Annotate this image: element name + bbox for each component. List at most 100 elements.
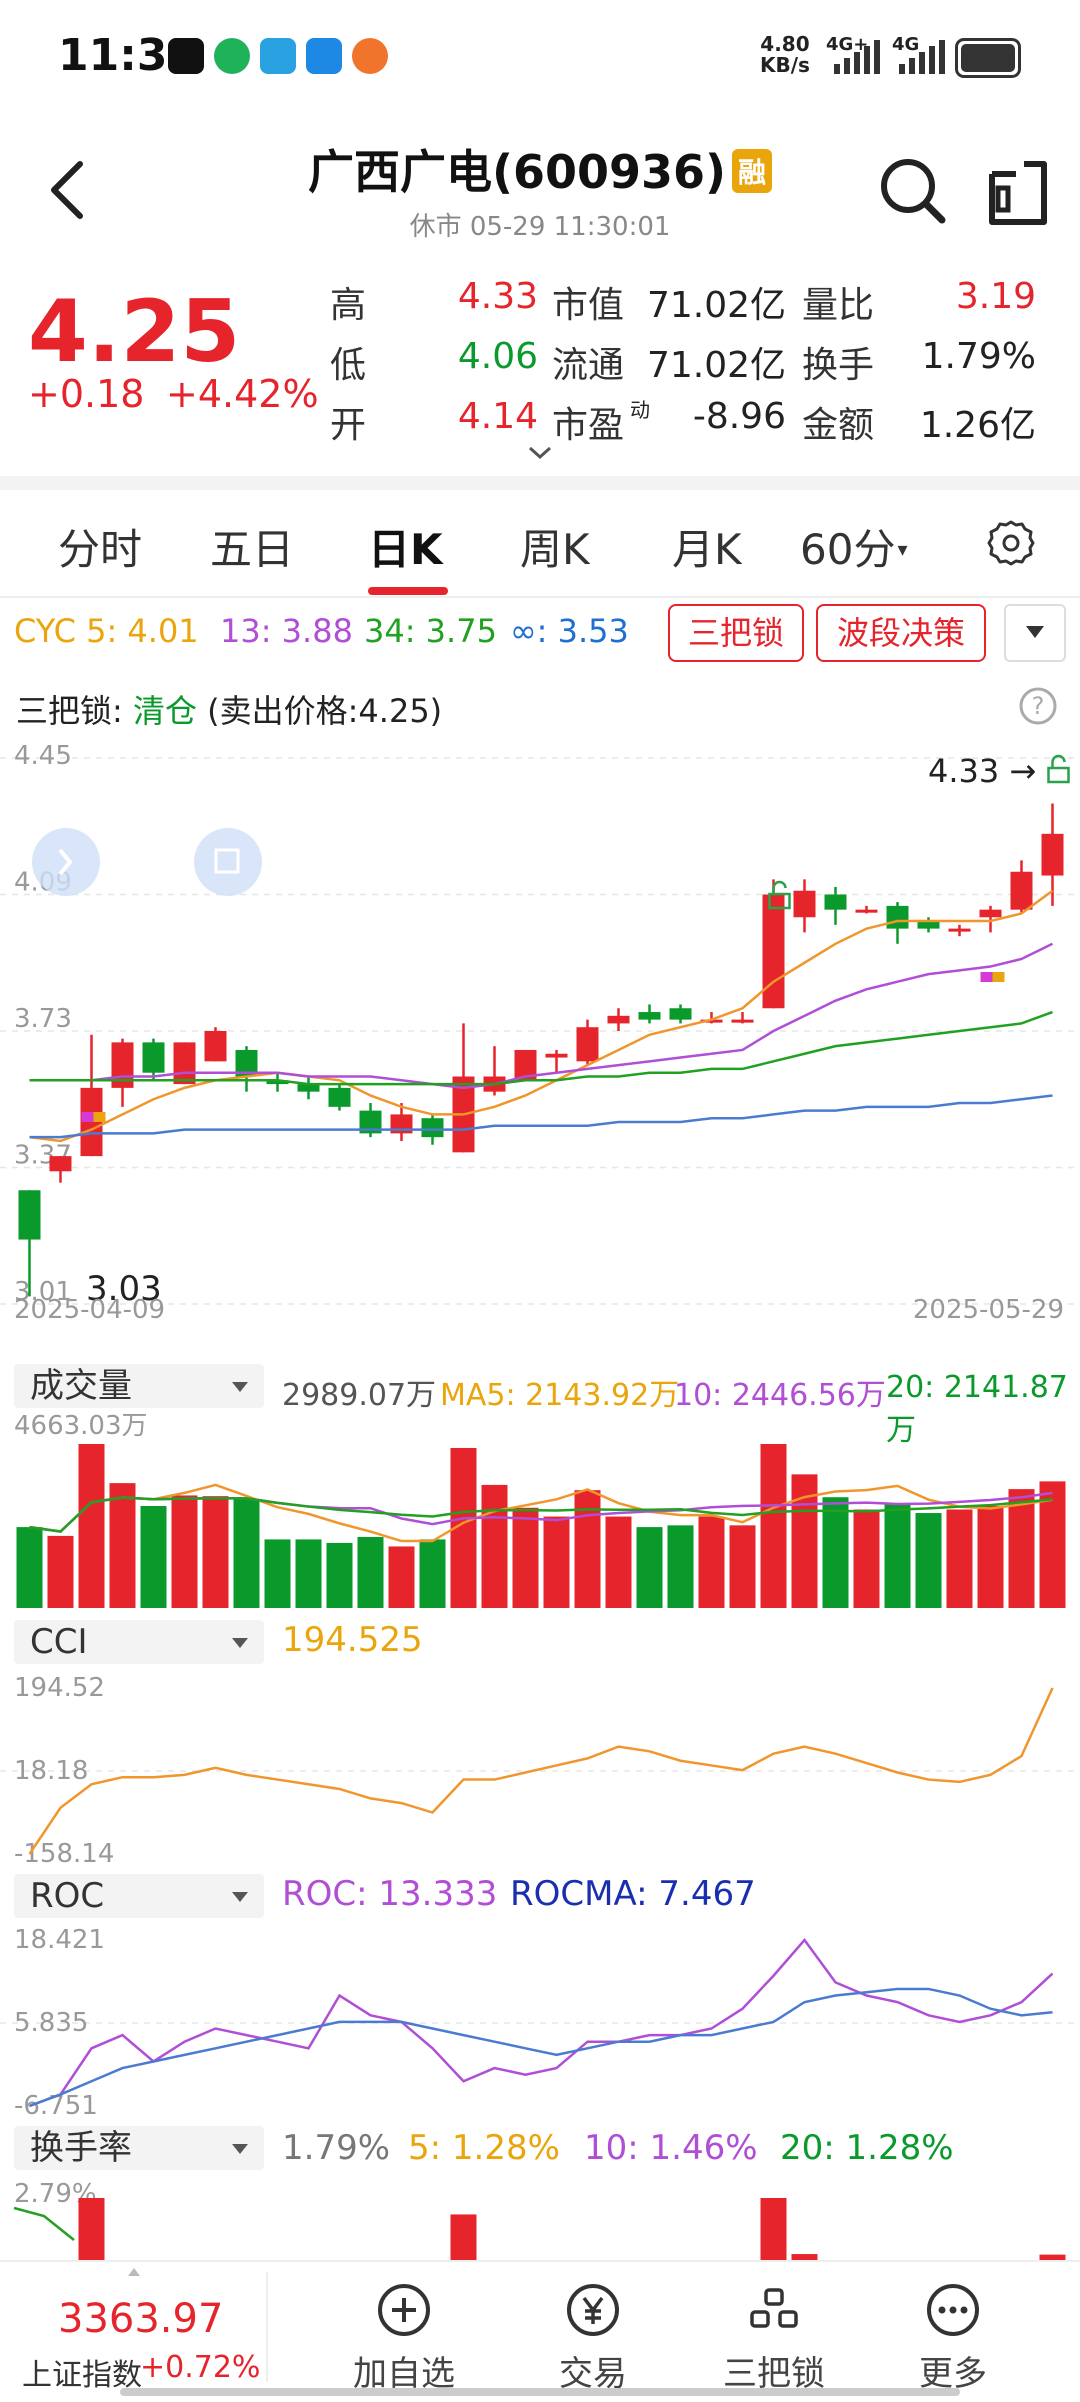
candle-body [700,1019,723,1023]
candle-body [18,1190,41,1240]
margin-badge: 融 [732,149,773,193]
y-tick-label: 194.52 [14,1673,105,1703]
cci-selector[interactable]: CCI [14,1620,264,1664]
volume-ma10: 10: 2446.56万 [674,1378,886,1413]
candle-body [731,1019,754,1023]
landscape-button[interactable] [194,828,262,896]
stat-label: 开 [330,405,367,446]
cyc13-value: 13: 3.88 [220,612,353,650]
share-icon[interactable] [978,152,1058,232]
trade-icon[interactable] [563,2280,623,2340]
volume-bar [946,1509,973,1608]
ma-line-inf [29,1094,1053,1139]
candle-body [793,890,816,918]
help-icon[interactable]: ? [1018,686,1058,726]
cci-value: 194.525 [282,1620,423,1660]
turnover-selector[interactable]: 换手率 [14,2126,264,2170]
index-value[interactable]: 3363.97 [58,2296,224,2342]
volume-bar [357,1536,384,1608]
volume-bar [1039,1481,1066,1608]
volume-selector[interactable]: 成交量 [14,1364,264,1408]
add-watchlist-label[interactable]: 加自选 [353,2354,455,2394]
roc-selector[interactable]: ROC [14,1874,264,1918]
volume-chart[interactable]: 4663.03万 [0,1408,1080,1612]
roc-value: ROC: 13.333 [282,1874,498,1914]
lock-icon [81,1112,94,1122]
stat-value: 4.33 [457,276,538,317]
lock-icon [93,1112,106,1122]
volume-bar [233,1498,260,1608]
turnover-selector-label: 换手率 [30,2128,132,2168]
y-tick-label: 4.45 [14,741,72,771]
tab-daily-k[interactable]: 日K [368,525,443,574]
turnover-ma10: 10: 1.46% [584,2128,758,2168]
turnover-ma5: 5: 1.28% [408,2128,560,2168]
three-locks-button[interactable]: 三把锁 [668,604,804,662]
date-end-label: 2025-05-29 [913,1295,1064,1320]
tab-60min[interactable]: 60分 ▾ [800,516,908,577]
tab-intraday[interactable]: 分时 [58,525,143,574]
expand-chart-button[interactable] [32,828,100,896]
three-locks-status: 三把锁: 清仓 (卖出价格:4.25) [16,686,442,732]
indicator-dropdown-button[interactable] [1004,604,1066,662]
add-watchlist-icon[interactable] [374,2280,434,2340]
more-icon[interactable] [923,2280,983,2340]
lock-icon [980,972,993,982]
chevron-right-icon [58,848,73,876]
market-status: 休市 05-29 11:30:01 [409,212,671,242]
volume-bar [574,1490,601,1608]
candle-body [545,1053,568,1058]
stat-label: 换手 [802,345,875,386]
signal-icon-1 [834,40,880,74]
candle-body [824,894,847,910]
three-locks-label[interactable]: 三把锁 [723,2354,825,2394]
triangle-down-icon [1026,626,1044,638]
tab-weekly-k[interactable]: 周K [520,525,590,574]
svg-text:?: ? [1032,692,1045,720]
volume-bar [140,1506,167,1608]
trade-label[interactable]: 交易 [559,2354,627,2394]
volume-bar [512,1507,539,1608]
stat-value: 4.06 [457,336,538,377]
volume-bar [78,1444,105,1608]
stat-value: 71.02亿 [646,345,786,386]
candlestick-chart[interactable]: 4.454.093.733.373.014.33 →3.032025-04-09… [0,740,1080,1320]
search-icon[interactable] [872,150,952,230]
dropdown-caret-icon [232,1892,248,1902]
stat-value: 71.02亿 [646,285,786,326]
net-speed-value: 4.80 [760,32,810,56]
more-label[interactable]: 更多 [919,2354,987,2394]
turnover-bar [450,2214,477,2260]
tab-monthly-k[interactable]: 月K [672,525,742,574]
chevron-down-icon[interactable] [528,446,552,460]
volume-selector-label: 成交量 [30,1366,132,1406]
turnover-bar [760,2198,787,2260]
dropdown-caret-icon [232,2144,248,2154]
signal-icon-2 [899,40,945,74]
stat-value: 1.26亿 [919,405,1036,446]
caret-up-icon [128,2268,140,2276]
rotate-icon [214,848,240,874]
lock-icon [992,972,1005,982]
divider [0,596,1080,598]
candle-body [328,1087,351,1107]
back-icon[interactable] [40,150,100,230]
y-tick-label: 3.73 [14,1004,72,1034]
band-decision-button[interactable]: 波段决策 [816,604,986,662]
index-name[interactable]: 上证指数 [22,2358,142,2393]
gear-icon[interactable] [986,518,1036,568]
dropdown-caret-icon [232,1638,248,1648]
stock-name-code: 广西广电(600936) [307,145,727,199]
candle-body [266,1080,289,1085]
cci-selector-label: CCI [30,1622,88,1662]
app-notification-icon [168,38,204,74]
tab-five-day[interactable]: 五日 [210,525,295,574]
turnover-chart[interactable]: 2.79% [0,2176,1080,2260]
low-price-mark: 3.03 [86,1269,162,1309]
candle-body [855,909,878,913]
stat-value: 4.14 [457,396,538,437]
y-tick-label: 5.835 [14,2008,88,2038]
three-locks-icon[interactable] [744,2280,804,2340]
